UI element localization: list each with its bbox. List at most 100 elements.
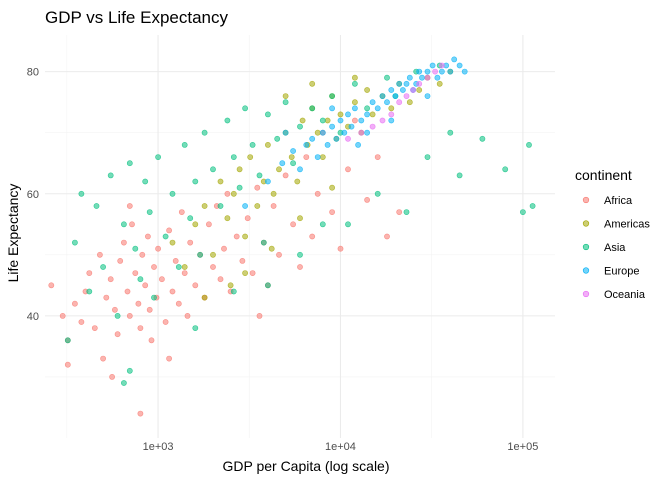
point-asia	[64, 337, 71, 344]
point-europe	[314, 154, 321, 160]
point-americas	[192, 221, 199, 228]
point-americas	[314, 129, 321, 136]
point-asia	[447, 129, 454, 136]
point-europe	[329, 105, 335, 112]
point-africa	[192, 282, 199, 289]
point-asia	[78, 190, 85, 197]
point-asia	[297, 251, 303, 258]
point-africa	[249, 270, 256, 276]
point-europe	[424, 68, 431, 75]
point-europe	[451, 56, 458, 63]
point-americas	[169, 239, 176, 246]
point-africa	[144, 233, 151, 240]
point-oceania	[432, 68, 438, 75]
point-africa	[139, 251, 146, 258]
point-europe	[447, 68, 454, 75]
point-americas	[324, 117, 331, 124]
point-americas	[242, 233, 248, 240]
point-oceania	[369, 123, 376, 130]
point-asia	[151, 294, 157, 301]
point-americas	[201, 294, 208, 301]
point-americas	[217, 178, 224, 185]
point-africa	[124, 288, 131, 295]
point-europe	[384, 99, 390, 106]
point-africa	[181, 270, 188, 276]
point-africa	[142, 282, 149, 289]
point-asia	[126, 160, 133, 167]
point-europe	[379, 93, 386, 99]
point-asia	[274, 135, 281, 142]
point-asia	[162, 233, 169, 240]
point-africa	[210, 264, 216, 270]
point-europe	[329, 123, 335, 130]
legend-key-asia	[582, 243, 590, 251]
point-europe	[358, 117, 365, 124]
point-asia	[217, 203, 224, 209]
point-africa	[276, 251, 282, 258]
point-oceania	[379, 117, 386, 124]
point-africa	[112, 306, 118, 313]
point-africa	[59, 312, 66, 319]
point-oceania	[416, 80, 423, 87]
point-asia	[142, 178, 149, 185]
point-africa	[64, 361, 71, 368]
point-africa	[256, 312, 263, 319]
point-europe	[388, 87, 395, 93]
point-americas	[210, 251, 216, 258]
point-oceania	[438, 62, 445, 69]
point-africa	[337, 245, 344, 252]
x-tick-label: 1e+04	[325, 441, 356, 453]
point-europe	[242, 203, 248, 209]
point-oceania	[358, 129, 365, 136]
point-europe	[297, 166, 303, 173]
point-asia	[201, 129, 208, 136]
point-asia	[126, 367, 133, 374]
point-asia	[181, 141, 188, 148]
point-africa	[166, 227, 172, 234]
point-africa	[290, 221, 296, 228]
point-africa	[135, 300, 142, 307]
point-asia	[230, 154, 237, 160]
point-asia	[175, 264, 182, 270]
chart-title: GDP vs Life Expectancy	[45, 8, 228, 27]
point-americas	[201, 203, 208, 209]
point-europe	[374, 105, 381, 112]
point-asia	[72, 239, 78, 246]
point-europe	[303, 141, 310, 148]
point-africa	[374, 154, 381, 160]
point-asia	[520, 209, 526, 215]
point-asia	[319, 117, 326, 124]
point-europe	[355, 141, 361, 148]
point-africa	[121, 239, 127, 246]
y-tick-label: 60	[27, 189, 39, 201]
point-europe	[424, 93, 431, 99]
point-europe	[345, 111, 351, 118]
point-americas	[247, 154, 254, 160]
minor-gridlines	[45, 35, 555, 438]
point-europe	[364, 129, 370, 136]
point-europe	[341, 129, 348, 136]
point-europe	[324, 141, 331, 148]
point-africa	[351, 117, 358, 124]
point-europe	[456, 62, 463, 69]
legend-label-americas: Americas	[604, 219, 650, 231]
point-africa	[282, 172, 289, 179]
point-africa	[205, 221, 212, 228]
legend-label-africa: Africa	[604, 195, 633, 207]
point-americas	[369, 111, 376, 118]
point-americas	[181, 264, 188, 270]
point-americas	[282, 93, 289, 99]
y-axis-title: Life Expectancy	[5, 184, 21, 283]
point-americas	[436, 80, 443, 87]
point-africa	[166, 355, 172, 362]
legend-key-europe	[582, 267, 590, 274]
point-africa	[187, 239, 194, 246]
point-europe	[333, 135, 340, 142]
point-africa	[175, 300, 182, 307]
point-asia	[100, 264, 106, 270]
point-asia	[121, 380, 127, 386]
legend: continent Africa Americas Asia Europe Oceani…	[575, 167, 650, 301]
point-europe	[419, 74, 425, 81]
point-africa	[146, 306, 153, 313]
